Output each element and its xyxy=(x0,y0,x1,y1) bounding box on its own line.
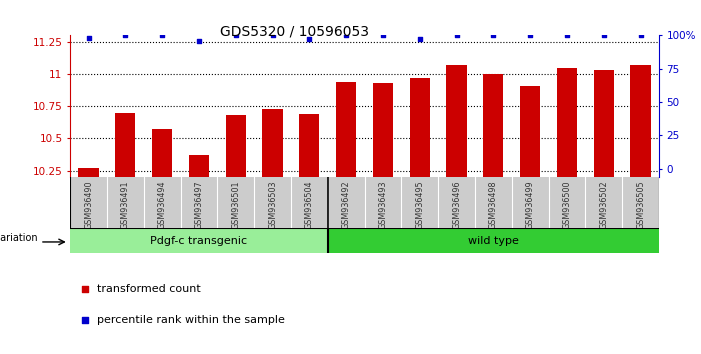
Text: GSM936499: GSM936499 xyxy=(526,181,535,229)
Text: GSM936497: GSM936497 xyxy=(194,181,203,229)
Point xyxy=(156,33,168,38)
Text: GSM936495: GSM936495 xyxy=(415,181,424,229)
Text: transformed count: transformed count xyxy=(97,284,200,294)
Bar xyxy=(70,228,327,253)
Bar xyxy=(594,70,614,177)
Text: GSM936504: GSM936504 xyxy=(305,181,314,229)
Text: GSM936494: GSM936494 xyxy=(158,181,167,229)
Text: wild type: wild type xyxy=(468,236,519,246)
Text: GSM936491: GSM936491 xyxy=(121,181,130,229)
Text: genotype/variation: genotype/variation xyxy=(0,233,39,243)
Bar xyxy=(79,168,99,177)
Bar xyxy=(299,114,320,177)
Text: GSM936501: GSM936501 xyxy=(231,181,240,229)
Text: GSM936490: GSM936490 xyxy=(84,181,93,229)
Text: GDS5320 / 10596053: GDS5320 / 10596053 xyxy=(220,25,369,39)
Text: GSM936498: GSM936498 xyxy=(489,181,498,229)
Point xyxy=(304,36,315,42)
Text: GSM936502: GSM936502 xyxy=(599,181,608,229)
Text: GSM936500: GSM936500 xyxy=(562,181,571,229)
Text: GSM936503: GSM936503 xyxy=(268,181,277,229)
Point xyxy=(493,121,504,127)
Bar xyxy=(226,115,246,177)
Point xyxy=(120,33,131,38)
Text: Pdgf-c transgenic: Pdgf-c transgenic xyxy=(150,236,247,246)
Point xyxy=(562,33,573,38)
Bar xyxy=(557,68,577,177)
Point xyxy=(635,33,646,38)
Bar xyxy=(373,83,393,177)
Point xyxy=(267,33,278,38)
Bar xyxy=(409,78,430,177)
Point xyxy=(524,33,536,38)
Point xyxy=(341,33,352,38)
Text: GSM936492: GSM936492 xyxy=(341,181,350,229)
Text: GSM936505: GSM936505 xyxy=(636,181,645,229)
Text: GSM936496: GSM936496 xyxy=(452,181,461,229)
Bar xyxy=(152,129,172,177)
Bar xyxy=(262,109,283,177)
Bar xyxy=(189,155,209,177)
Point xyxy=(414,36,426,42)
Bar xyxy=(630,65,651,177)
Bar xyxy=(327,228,659,253)
Point xyxy=(488,33,499,38)
Text: percentile rank within the sample: percentile rank within the sample xyxy=(97,315,285,325)
Point xyxy=(230,33,241,38)
Point xyxy=(451,33,462,38)
Point xyxy=(193,38,205,44)
Text: GSM936493: GSM936493 xyxy=(379,181,388,229)
Bar xyxy=(447,65,467,177)
Bar xyxy=(483,74,503,177)
Bar xyxy=(336,82,356,177)
Bar xyxy=(115,113,135,177)
Point xyxy=(377,33,388,38)
Point xyxy=(598,33,609,38)
Bar xyxy=(520,86,540,177)
Point xyxy=(83,35,94,41)
